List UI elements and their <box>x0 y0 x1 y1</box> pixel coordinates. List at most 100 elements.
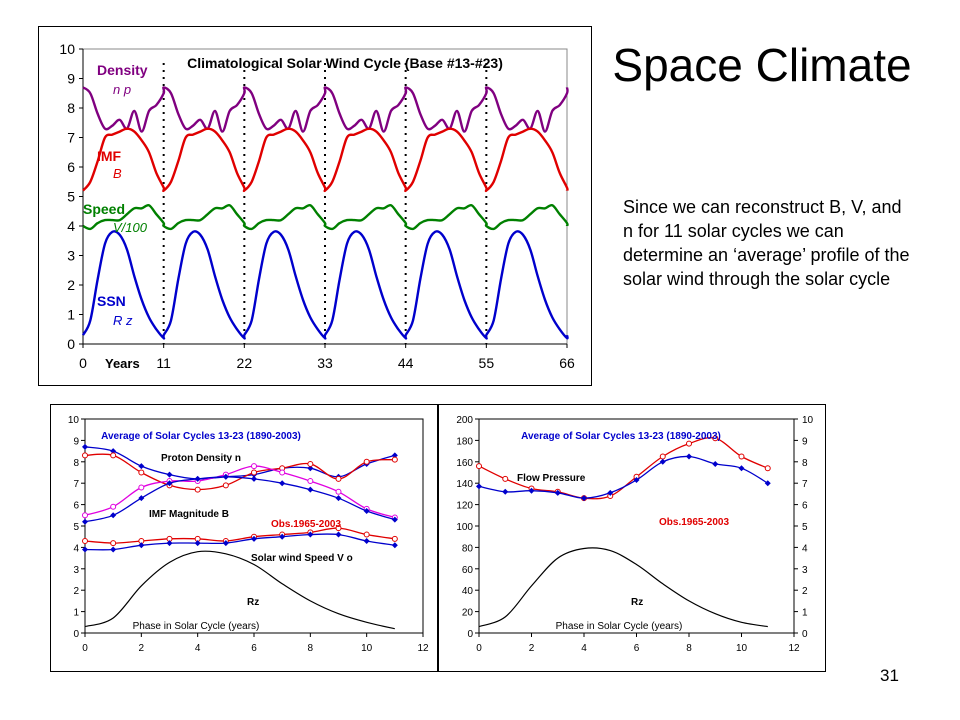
chart-title: Climatological Solar Wind Cycle (Base #1… <box>187 55 503 71</box>
data-marker <box>391 456 398 463</box>
data-marker <box>686 453 692 460</box>
data-marker <box>307 478 314 485</box>
data-marker <box>738 453 745 460</box>
data-marker <box>335 525 342 532</box>
y2-tick-label: 10 <box>802 415 814 426</box>
data-marker <box>251 535 257 542</box>
x-tick-label: 0 <box>476 643 482 654</box>
y-tick-label: 10 <box>59 41 75 57</box>
data-marker <box>82 546 88 553</box>
x-tick-label: 0 <box>79 355 87 371</box>
data-marker <box>222 540 229 547</box>
data-marker <box>82 512 88 519</box>
y-tick-label: 60 <box>462 565 474 576</box>
climatological-chart-svg: 0 1 2 3 4 5 6 7 8 9 10 0 11 22 33 44 55 66 Years Climatolog… <box>59 41 575 371</box>
series-symbol-imf: B <box>113 166 122 181</box>
data-marker <box>222 482 229 489</box>
data-marker <box>686 440 692 447</box>
annotation-label: Proton Density n <box>161 453 241 464</box>
data-marker <box>335 531 342 538</box>
series-label-density: Density <box>97 62 148 78</box>
y2-tick-label: 6 <box>802 501 808 512</box>
y-tick-label: 3 <box>67 248 75 264</box>
series-symbol-ssn: R z <box>113 313 133 328</box>
x-axis-label: Years <box>105 356 140 371</box>
y-tick-label: 2 <box>73 586 79 597</box>
annotation-label: Obs.1965-2003 <box>659 517 729 528</box>
annotation-label: Solar wind Speed V o <box>251 553 353 564</box>
x-tick-label: 4 <box>581 643 587 654</box>
annotation-label: Rz <box>247 597 259 608</box>
data-marker <box>110 546 117 553</box>
y2-tick-label: 2 <box>802 586 808 597</box>
x-tick-label: 2 <box>139 643 145 654</box>
data-marker <box>659 453 666 460</box>
data-marker <box>110 452 117 459</box>
page-number: 31 <box>880 666 899 685</box>
data-marker <box>194 540 201 547</box>
data-marker <box>110 448 117 455</box>
y2-tick-label: 0 <box>802 629 808 640</box>
data-marker <box>138 484 145 491</box>
data-marker <box>363 531 370 538</box>
y-tick-label: 10 <box>68 415 80 426</box>
y-tick-label: 1 <box>67 307 75 323</box>
data-marker <box>251 463 257 470</box>
data-marker <box>335 475 342 482</box>
data-marker <box>222 473 229 480</box>
data-marker <box>335 495 342 502</box>
x-tick-label: 12 <box>417 643 429 654</box>
x-axis-label: Phase in Solar Cycle (years) <box>556 621 683 632</box>
flow-pressure-chart-svg: 0204060801001201401601802000123456789100… <box>456 415 814 654</box>
data-marker <box>307 531 314 538</box>
x-tick-label: 44 <box>398 355 414 371</box>
data-marker <box>307 486 314 493</box>
x-tick-label: 4 <box>195 643 201 654</box>
y2-tick-label: 9 <box>802 436 808 447</box>
y-tick-label: 120 <box>456 501 473 512</box>
x-tick-label: 10 <box>736 643 748 654</box>
series-label-speed: Speed <box>83 201 125 217</box>
y-tick-label: 7 <box>67 130 75 146</box>
data-marker <box>764 480 771 487</box>
y-tick-label: 5 <box>67 189 75 205</box>
data-marker <box>279 480 286 487</box>
annotation-label: Flow Pressure <box>517 473 586 484</box>
flow-pressure-chart: 0 20 40 60 80 100 120 140 160 180 200 0 1 2 3 4 5 6 7 8 9 10 0… <box>438 404 826 672</box>
y-tick-label: 6 <box>73 501 79 512</box>
data-marker <box>712 460 719 467</box>
data-marker <box>554 489 561 496</box>
y-tick-label: 180 <box>456 436 473 447</box>
y2-tick-label: 1 <box>802 608 808 619</box>
x-tick-label: 12 <box>788 643 800 654</box>
y2-tick-label: 3 <box>802 565 808 576</box>
x-tick-label: 10 <box>361 643 373 654</box>
data-marker <box>138 463 145 470</box>
data-marker <box>738 465 745 472</box>
y2-tick-label: 8 <box>802 458 808 469</box>
x-tick-label: 8 <box>686 643 692 654</box>
x-tick-label: 22 <box>237 355 253 371</box>
y-tick-label: 80 <box>462 543 474 554</box>
data-marker <box>607 489 614 496</box>
data-marker <box>82 443 88 450</box>
data-marker <box>251 475 257 482</box>
data-marker <box>138 495 145 502</box>
data-marker <box>82 452 88 459</box>
y-tick-label: 2 <box>67 277 75 293</box>
data-marker <box>335 488 342 495</box>
x-tick-label: 11 <box>156 355 171 371</box>
data-marker <box>307 465 314 472</box>
data-marker <box>391 542 398 549</box>
data-marker <box>363 458 370 465</box>
y-tick-label: 1 <box>73 608 79 619</box>
y-tick-label: 100 <box>456 522 473 533</box>
data-marker <box>712 435 719 442</box>
data-marker <box>528 487 535 494</box>
data-marker <box>194 475 201 482</box>
y-tick-label: 40 <box>462 586 474 597</box>
solar-cycle-average-chart: 0 1 2 3 4 5 6 7 8 9 10 0 2 4 6 8 10 12 Average of Solar Cy… <box>50 404 438 672</box>
series-symbol-speed: V/100 <box>113 220 148 235</box>
data-marker <box>476 463 482 470</box>
